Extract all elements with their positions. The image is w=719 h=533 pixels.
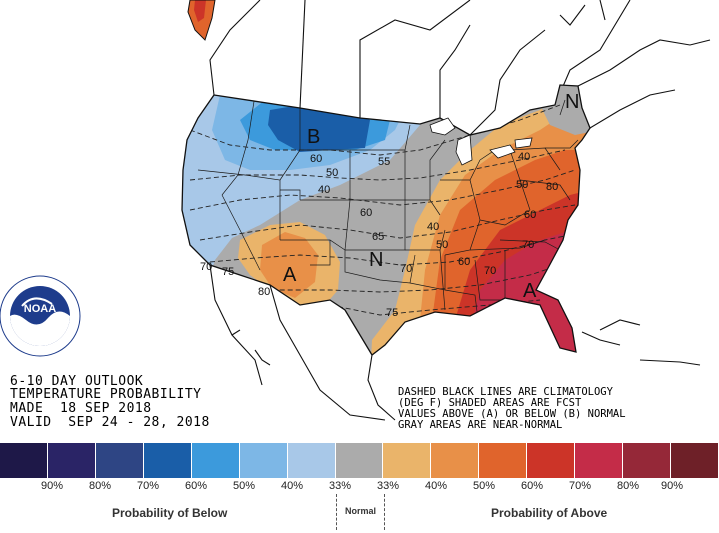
legend-swatch: [0, 443, 47, 478]
legend-label: 60%: [520, 480, 544, 492]
normal-divider-right: [384, 494, 385, 530]
legend-swatch: [527, 443, 575, 478]
above-normal-center-letter: A: [283, 264, 297, 286]
valid-dates: VALID SEP 24 - 28, 2018: [10, 415, 210, 430]
legend-label: 33%: [376, 480, 400, 492]
legend-label: 60%: [184, 480, 208, 492]
note-climatology: DASHED BLACK LINES ARE CLIMATOLOGY: [398, 386, 613, 398]
noaa-logo-text: NOAA: [24, 303, 56, 315]
contour-label: 50: [326, 167, 338, 179]
below-caption: Probability of Below: [112, 506, 228, 520]
contour-label: 70: [522, 239, 534, 251]
contour-label: 60: [458, 256, 470, 268]
legend-swatch: [575, 443, 623, 478]
above-caption: Probability of Above: [491, 506, 608, 520]
contour-label: 70: [484, 265, 496, 277]
climatology-lines: [189, 104, 576, 316]
legend-label: 40%: [424, 480, 448, 492]
contour-label: 60: [524, 209, 536, 221]
note-above-below: VALUES ABOVE (A) OR BELOW (B) NORMAL: [398, 408, 626, 420]
probability-shading: [182, 85, 590, 355]
normal-divider-left: [336, 494, 337, 530]
contour-label: 70: [400, 263, 412, 275]
legend-label: 40%: [280, 480, 304, 492]
legend-label: 70%: [136, 480, 160, 492]
contour-label: 70: [200, 261, 212, 273]
legend-label: 90%: [660, 480, 684, 492]
contour-label: 55: [378, 156, 390, 168]
contour-label: 40: [427, 221, 439, 233]
near-normal-center-letter: N: [565, 91, 579, 113]
legend-swatch: [95, 443, 143, 478]
contour-labels: 60 50 40 55 60 65 70 75 80 70 75 40 50 6…: [200, 151, 558, 319]
below-normal-center-letter: B: [307, 126, 320, 148]
legend-swatch: [287, 443, 335, 478]
forecast-map: 60 50 40 55 60 65 70 75 80 70 75 40 50 6…: [0, 0, 711, 421]
legend-swatch: [335, 443, 383, 478]
outlook-title: 6-10 DAY OUTLOOK: [10, 374, 144, 389]
legend-label: 50%: [232, 480, 256, 492]
contour-label: 60: [310, 153, 322, 165]
noaa-logo: NOAA: [0, 275, 81, 357]
legend-label: 90%: [40, 480, 64, 492]
above-normal-center-letter: A: [523, 280, 537, 302]
legend-swatch: [671, 443, 718, 478]
center-letters: B A N A N: [283, 91, 579, 302]
probability-legend: [0, 443, 719, 479]
legend-label: 33%: [328, 480, 352, 492]
outlook-subtitle: TEMPERATURE PROBABILITY: [10, 387, 202, 402]
contour-label: 40: [518, 151, 530, 163]
legend-swatch: [431, 443, 479, 478]
contour-label: 80: [546, 181, 558, 193]
contour-label: 50: [436, 239, 448, 251]
contour-label: 75: [386, 307, 398, 319]
note-shaded-areas: (DEG F) SHADED AREAS ARE FCST: [398, 397, 582, 409]
legend-swatch: [479, 443, 527, 478]
legend-swatch: [239, 443, 287, 478]
contour-label: 80: [258, 286, 270, 298]
legend-label: 50%: [472, 480, 496, 492]
alaska-shading: [187, 0, 216, 41]
legend-swatch: [623, 443, 671, 478]
contour-label: 50: [516, 179, 528, 191]
legend-swatch: [47, 443, 95, 478]
legend-label: 80%: [88, 480, 112, 492]
legend-swatch: [143, 443, 191, 478]
made-date: MADE 18 SEP 2018: [10, 401, 152, 416]
near-normal-center-letter: N: [369, 249, 383, 271]
contour-label: 75: [222, 266, 234, 278]
legend-swatch: [383, 443, 431, 478]
contour-label: 60: [360, 207, 372, 219]
legend-label: 80%: [616, 480, 640, 492]
note-gray-areas: GRAY AREAS ARE NEAR-NORMAL: [398, 419, 563, 431]
contour-label: 65: [372, 231, 384, 243]
contour-label: 40: [318, 184, 330, 196]
great-lakes: [429, 117, 533, 166]
legend-label: 70%: [568, 480, 592, 492]
normal-caption: Normal: [345, 506, 377, 516]
legend-swatch: [191, 443, 239, 478]
